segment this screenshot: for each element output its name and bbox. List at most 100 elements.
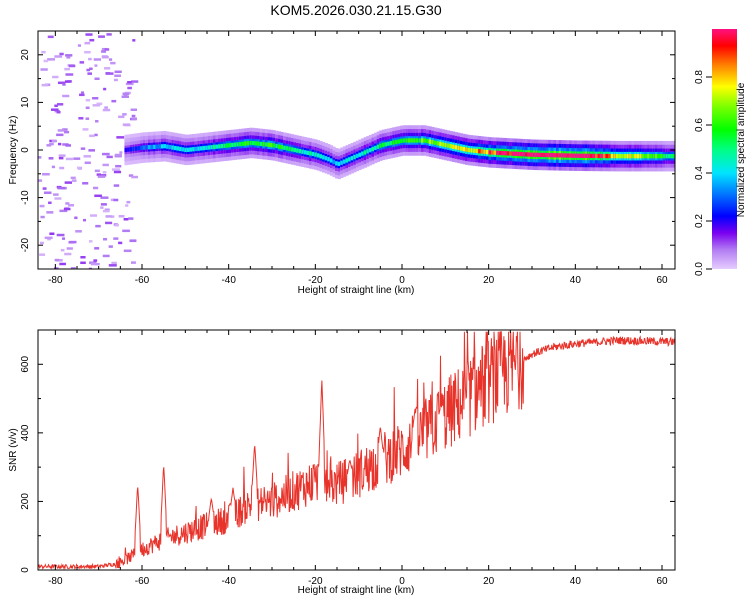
chart-title: KOM5.2026.030.21.15.G30 — [270, 2, 441, 18]
noise-cell — [42, 187, 47, 190]
noise-cell — [63, 207, 71, 211]
noise-cell — [129, 239, 137, 243]
spectrogram-cell — [623, 154, 627, 159]
noise-cell — [122, 229, 130, 233]
noise-cell — [47, 58, 56, 61]
noise-cell — [88, 240, 93, 243]
noise-cell — [96, 102, 103, 106]
spectrogram-cell — [418, 138, 422, 143]
noise-cell — [113, 198, 119, 202]
noise-cell — [54, 258, 60, 262]
spectrogram-cell — [641, 154, 646, 159]
noise-cell — [49, 232, 55, 236]
noise-cell — [40, 215, 45, 219]
spectrogram-cell — [511, 151, 516, 156]
noise-cell — [93, 58, 102, 61]
spectrogram-cell — [231, 142, 235, 148]
spectrogram-cell — [608, 153, 612, 159]
spectrogram-x-label: Height of straight line (km) — [298, 285, 415, 296]
spectrogram-cell — [628, 154, 633, 159]
noise-cell — [105, 72, 114, 75]
noise-cell — [39, 204, 45, 208]
spectrogram-cell — [381, 142, 386, 148]
spectrogram-cell — [309, 151, 313, 156]
noise-cell — [40, 241, 44, 245]
noise-cell — [88, 149, 95, 152]
spectrogram-cell — [257, 141, 261, 146]
noise-cell — [121, 95, 130, 98]
noise-cell — [83, 218, 87, 222]
snr-y-axis: 0 200 400 600 — [20, 329, 675, 573]
noise-cell — [55, 259, 63, 262]
spectrogram-cell — [199, 146, 204, 151]
noise-cell — [38, 156, 42, 159]
noise-cell — [83, 155, 91, 158]
noise-cell — [116, 136, 125, 139]
noise-cell — [94, 64, 98, 67]
spectrogram-cell — [574, 153, 578, 158]
spectrogram-cell — [337, 161, 341, 167]
noise-cell — [118, 241, 123, 245]
spectrogram-cell — [550, 153, 555, 158]
spectrogram-cell — [423, 138, 427, 143]
noise-cell — [108, 245, 113, 248]
spectrogram-cell — [626, 154, 630, 159]
spectrogram-x-axis: -80 -60 -40 -20 0 20 40 60 — [48, 31, 668, 286]
noise-cell — [104, 67, 111, 70]
spectrogram-cell — [355, 153, 360, 159]
spectrogram-cell — [428, 139, 432, 144]
spectrogram-cell — [270, 142, 274, 148]
noise-cell — [118, 115, 125, 119]
spectrogram-cell — [329, 158, 334, 163]
spectrogram-cell — [275, 143, 279, 149]
noise-cell — [86, 68, 91, 72]
noise-cell — [110, 61, 116, 65]
snr-line — [38, 331, 675, 570]
noise-cell — [85, 106, 90, 110]
noise-cell — [102, 163, 109, 167]
noise-cell — [101, 50, 107, 53]
spectrogram-cell — [519, 151, 523, 157]
spectrogram-y-label: Frequency (Hz) — [8, 116, 19, 185]
noise-cell — [80, 255, 86, 259]
spectrogram-cell — [259, 141, 263, 147]
noise-cell — [84, 50, 91, 54]
spectrogram-cell — [132, 146, 136, 152]
spectrogram-cell — [316, 153, 321, 158]
spectrogram-cell — [397, 139, 401, 144]
colorbar-gradient — [712, 29, 737, 269]
spectrogram-cell — [322, 155, 326, 160]
spectrogram-cell — [140, 145, 144, 150]
spectrogram-cell — [407, 138, 412, 143]
spectrogram-cell — [610, 153, 614, 159]
spectrogram-cell — [413, 138, 417, 143]
noise-cell — [114, 153, 122, 157]
spectrogram-cell — [158, 144, 162, 149]
spectrogram-cell — [345, 158, 349, 163]
noise-cell — [56, 103, 64, 106]
spectrogram-cell — [394, 139, 399, 145]
spectrogram-cell — [202, 145, 206, 151]
noise-cell — [85, 117, 90, 120]
spectrogram-cell — [368, 148, 373, 153]
spectrogram-cell — [654, 154, 659, 159]
noise-cell — [94, 169, 100, 173]
noise-cell — [59, 52, 64, 56]
colorbar-tick-label: 0.0 — [694, 262, 705, 276]
spectrogram-cell — [483, 149, 487, 154]
spectrogram-cell — [277, 144, 282, 149]
spectrogram-cell — [332, 159, 336, 165]
colorbar-tick-label: 0.8 — [694, 70, 705, 84]
spectrogram-cell — [576, 153, 581, 158]
noise-cell — [108, 264, 117, 267]
spectrogram-cell — [592, 153, 596, 159]
spectrogram-cell — [296, 148, 300, 153]
noise-cell — [85, 33, 93, 36]
spectrogram-cell — [548, 152, 552, 158]
spectrogram-cell — [207, 145, 211, 150]
spectrogram-cell — [514, 151, 518, 156]
noise-cell — [95, 120, 99, 123]
noise-cell — [103, 237, 108, 241]
spectrogram-cell — [387, 141, 391, 146]
spectrogram-cell — [376, 144, 380, 149]
